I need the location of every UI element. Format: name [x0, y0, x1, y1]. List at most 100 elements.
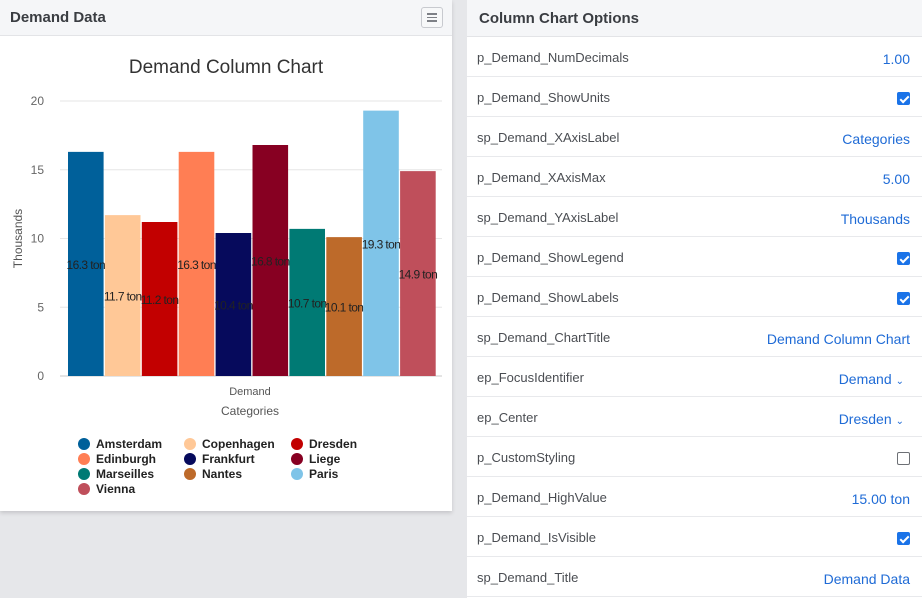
- data-label: 16.3 ton: [177, 258, 216, 272]
- legend-item-label: Marseilles: [96, 467, 154, 481]
- option-select[interactable]: Dresden ⌄: [839, 411, 904, 427]
- option-value[interactable]: 15.00 ton: [851, 491, 910, 507]
- bar-edinburgh: [178, 151, 215, 376]
- x-tick-label: Demand: [229, 386, 271, 398]
- chart-title: Demand Column Chart: [129, 57, 324, 78]
- option-row: p_Demand_ShowLegend: [467, 237, 922, 277]
- circle-icon: [78, 483, 90, 495]
- bar-copenhagen: [104, 215, 141, 376]
- panel-title: Demand Data: [10, 9, 106, 26]
- option-row: p_Demand_NumDecimals 1.00: [467, 37, 922, 77]
- bar-liege: [252, 145, 289, 376]
- y-tick-label: 5: [37, 300, 44, 314]
- data-label: 10.7 ton: [288, 296, 327, 310]
- y-tick-label: 10: [31, 232, 45, 246]
- option-row: sp_Demand_ChartTitle Demand Column Chart: [467, 317, 922, 357]
- circle-icon: [78, 453, 90, 465]
- legend-item-label: Frankfurt: [202, 452, 255, 466]
- column-chart-options-panel: Column Chart Options p_Demand_NumDecimal…: [467, 0, 922, 598]
- option-checkbox[interactable]: [897, 452, 910, 465]
- option-select-value: Dresden: [838, 411, 892, 427]
- data-label: 11.7 ton: [104, 290, 142, 304]
- circle-icon: [78, 438, 90, 450]
- option-label: p_Demand_NumDecimals: [477, 50, 629, 65]
- legend-item-label: Amsterdam: [96, 437, 162, 451]
- demand-data-header: Demand Data: [0, 0, 452, 36]
- chart-canvas: Demand Column Chart 0 5 10 15 20 Thousands 16.3…: [11, 57, 442, 496]
- option-row: sp_Demand_YAxisLabel Thousands: [467, 197, 922, 237]
- option-label: sp_Demand_Title: [477, 570, 579, 585]
- option-value[interactable]: Thousands: [840, 211, 910, 227]
- y-tick-label: 0: [37, 369, 44, 383]
- option-label: ep_FocusIdentifier: [477, 370, 584, 385]
- option-label: p_Demand_IsVisible: [477, 530, 596, 545]
- options-title: Column Chart Options: [479, 9, 639, 27]
- option-label: sp_Demand_ChartTitle: [477, 330, 611, 345]
- legend-item-label: Vienna: [96, 482, 135, 496]
- option-row: p_Demand_HighValue 15.00 ton: [467, 477, 922, 517]
- demand-data-panel: Demand Data Demand Column Chart 0 5 10 15 20 T…: [0, 0, 452, 511]
- option-label: p_CustomStyling: [477, 450, 576, 465]
- bar-dresden: [141, 222, 178, 376]
- data-label: 19.3 ton: [362, 237, 401, 251]
- option-label: p_Demand_ShowUnits: [477, 90, 610, 105]
- circle-icon: [184, 438, 196, 450]
- bar-vienna: [400, 171, 436, 376]
- option-row: p_Demand_XAxisMax 5.00: [467, 157, 922, 197]
- option-label: ep_Center: [477, 410, 538, 425]
- circle-icon: [184, 453, 196, 465]
- option-row: p_Demand_ShowUnits: [467, 77, 922, 117]
- option-label: sp_Demand_YAxisLabel: [477, 210, 619, 225]
- circle-icon: [78, 468, 90, 480]
- option-checkbox[interactable]: [897, 92, 910, 105]
- y-tick-label: 15: [31, 163, 45, 177]
- bar-nantes: [326, 237, 362, 376]
- data-label: 11.2 ton: [141, 293, 179, 307]
- legend-item-label: Nantes: [202, 467, 242, 481]
- circle-icon: [291, 468, 303, 480]
- option-value[interactable]: 5.00: [882, 171, 910, 187]
- option-row: p_CustomStyling: [467, 437, 922, 477]
- option-checkbox[interactable]: [897, 252, 910, 265]
- option-row: p_Demand_IsVisible: [467, 517, 922, 557]
- data-label: 10.4 ton: [214, 299, 253, 313]
- option-row: sp_Demand_Title Demand Data: [467, 557, 922, 597]
- option-checkbox[interactable]: [897, 532, 910, 545]
- bar-paris: [363, 110, 399, 376]
- option-row: p_Demand_ShowLabels: [467, 277, 922, 317]
- circle-icon: [291, 453, 303, 465]
- option-select[interactable]: Demand ⌄: [839, 371, 904, 387]
- option-label: p_Demand_ShowLegend: [477, 250, 624, 265]
- bar-marseilles: [289, 228, 325, 376]
- option-select-value: Demand: [838, 371, 892, 387]
- bar-frankfurt: [215, 233, 252, 376]
- chevron-down-icon: ⌄: [895, 376, 904, 387]
- option-row: ep_FocusIdentifier Demand ⌄: [467, 357, 922, 397]
- option-value[interactable]: Demand Data: [823, 571, 910, 587]
- option-row: ep_Center Dresden ⌄: [467, 397, 922, 437]
- option-checkbox[interactable]: [897, 292, 910, 305]
- option-value[interactable]: Categories: [842, 131, 910, 147]
- option-label: p_Demand_ShowLabels: [477, 290, 619, 305]
- option-value[interactable]: Demand Column Chart: [766, 331, 910, 347]
- option-value[interactable]: 1.00: [882, 51, 910, 67]
- data-label: 16.3 ton: [67, 258, 106, 272]
- chevron-down-icon: ⌄: [895, 416, 904, 427]
- bar-amsterdam: [68, 151, 104, 376]
- data-label: 14.9 ton: [399, 268, 438, 282]
- legend-item-label: Paris: [309, 467, 339, 481]
- legend-item-label: Edinburgh: [96, 452, 156, 466]
- demand-column-chart: Demand Column Chart 0 5 10 15 20 Thousands 16.3…: [0, 37, 452, 511]
- option-label: p_Demand_XAxisMax: [477, 170, 606, 185]
- circle-icon: [291, 438, 303, 450]
- y-tick-label: 20: [31, 94, 45, 108]
- data-label: 16.8 ton: [251, 255, 290, 269]
- option-row: sp_Demand_XAxisLabel Categories: [467, 117, 922, 157]
- options-list: p_Demand_NumDecimals 1.00 p_Demand_ShowUni…: [467, 37, 922, 597]
- legend-item-label: Dresden: [309, 437, 357, 451]
- hamburger-icon[interactable]: [421, 7, 443, 28]
- options-header: Column Chart Options: [467, 0, 922, 37]
- option-label: p_Demand_HighValue: [477, 490, 607, 505]
- data-label: 10.1 ton: [325, 301, 364, 315]
- option-label: sp_Demand_XAxisLabel: [477, 130, 620, 145]
